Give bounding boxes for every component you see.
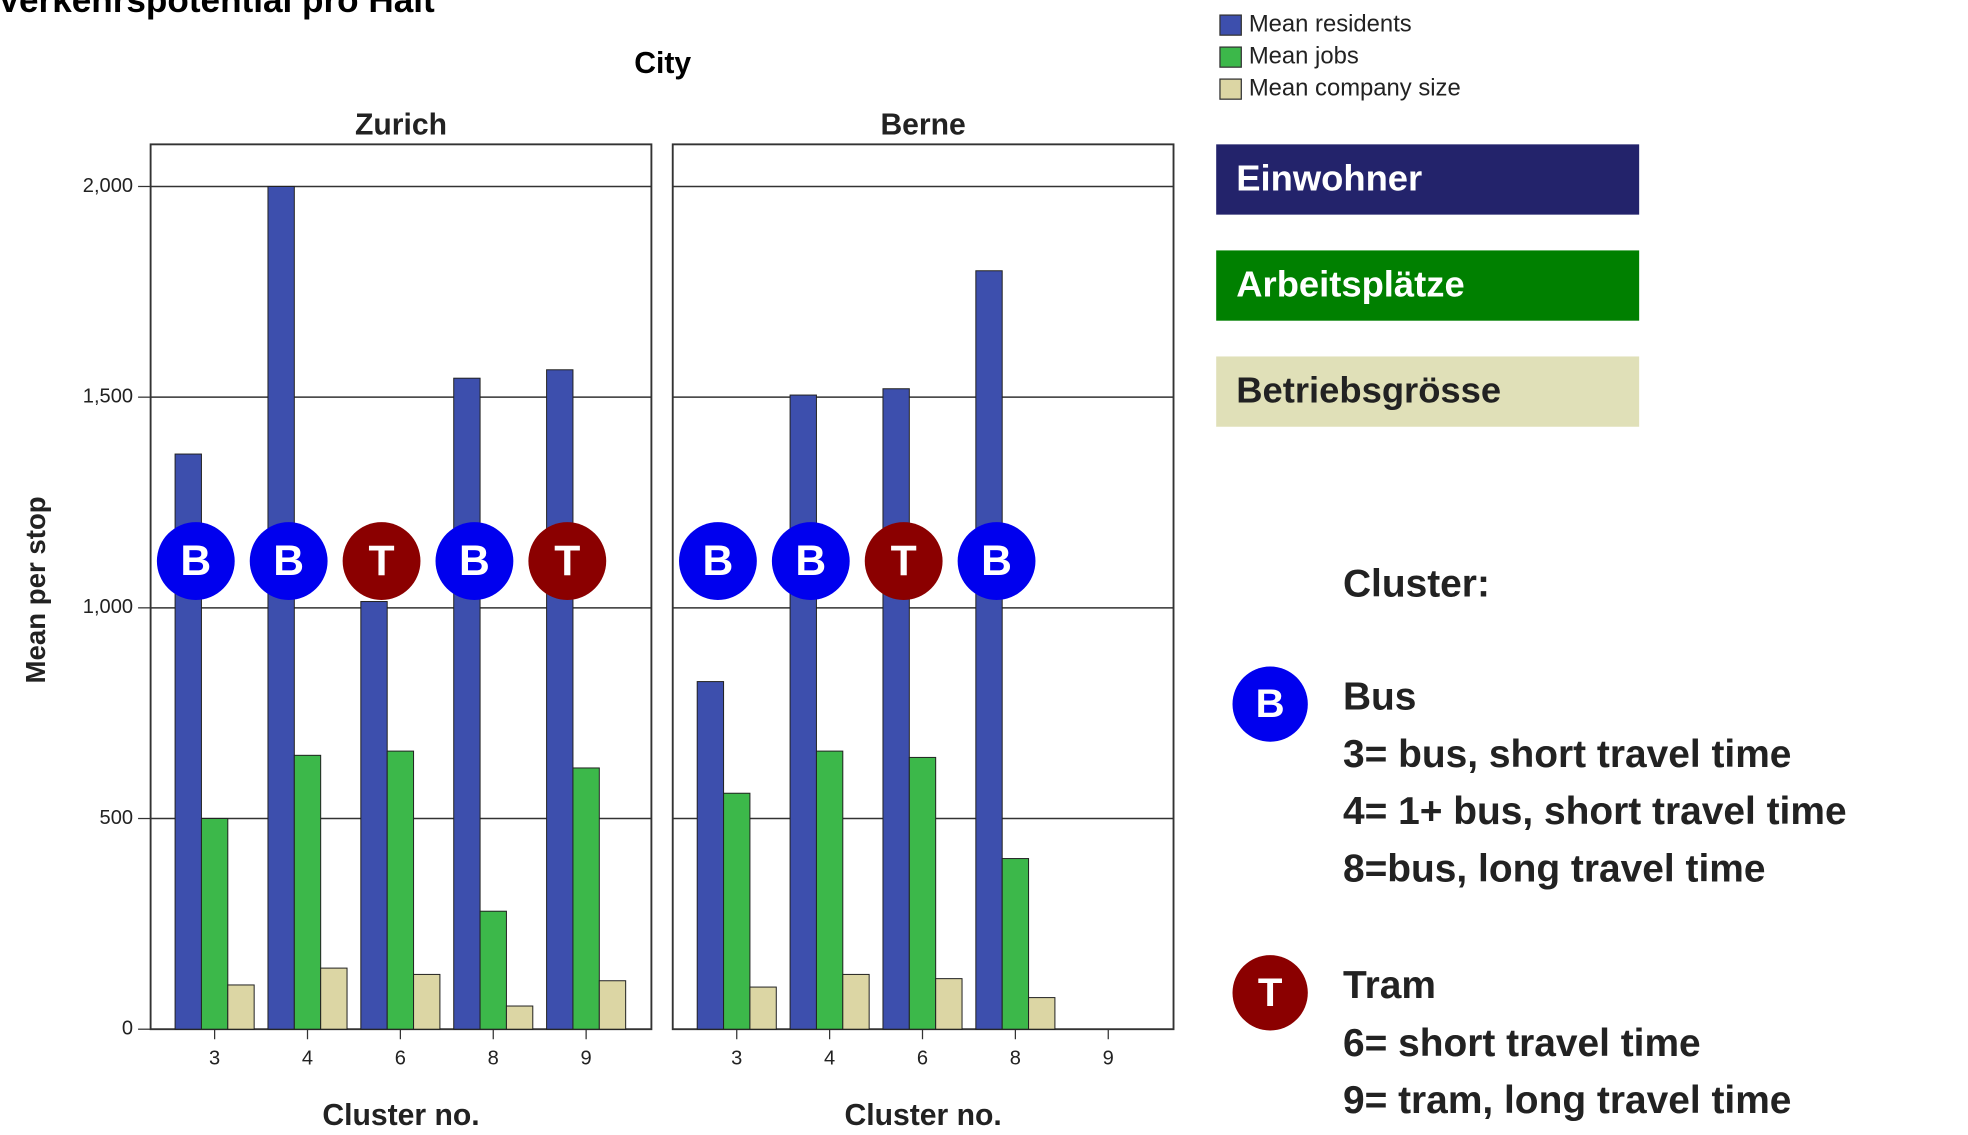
badge [435, 522, 514, 600]
x-tick-label: 8 [488, 1048, 499, 1070]
bar [1001, 858, 1030, 1030]
legend-swatch [1219, 78, 1242, 100]
page-title: Verkehrspotential pro Halt [0, 0, 435, 20]
bar [723, 792, 751, 1030]
bar [386, 750, 415, 1030]
legend-swatch [1219, 46, 1242, 68]
x-tick-label: 4 [824, 1048, 835, 1070]
y-tick-label: 0 [122, 1017, 133, 1039]
bar [789, 394, 817, 1030]
badge-label: B [459, 537, 490, 585]
cluster-line: 6= short travel time [1343, 1022, 1701, 1065]
badge [864, 522, 943, 600]
badge [528, 522, 607, 600]
cluster-line: 9= tram, long travel time [1343, 1079, 1791, 1122]
cluster-title: Cluster: [1343, 562, 1490, 605]
cluster-name: Tram [1343, 964, 1436, 1007]
y-axis-label: Mean per stop [20, 496, 51, 683]
badge-label: T [891, 537, 917, 585]
x-tick-label: 3 [209, 1048, 220, 1070]
y-tick-label: 1,500 [83, 385, 133, 407]
bar [200, 818, 229, 1030]
cluster-line: 3= bus, short travel time [1343, 733, 1791, 776]
badge [342, 522, 421, 600]
badge [249, 522, 328, 600]
cluster-line: 8=bus, long travel time [1343, 847, 1766, 890]
bar [546, 369, 574, 1030]
label-box [1216, 356, 1640, 427]
bar [293, 754, 322, 1030]
y-tick-label: 500 [100, 807, 134, 829]
x-tick-label: 6 [917, 1048, 928, 1070]
badge-label: B [273, 537, 304, 585]
x-tick-label: 3 [731, 1048, 742, 1070]
badge-label: B [703, 537, 734, 585]
bar [975, 270, 1003, 1030]
bar [1028, 997, 1056, 1030]
bar [842, 973, 870, 1030]
panel-title: Berne [880, 109, 965, 142]
bar [882, 388, 910, 1030]
x-tick-label: 6 [395, 1048, 406, 1070]
badge [771, 522, 850, 600]
bar [267, 185, 295, 1030]
y-tick-label: 2,000 [83, 175, 133, 197]
badge-label: T [1258, 970, 1283, 1015]
badge-label: B [180, 537, 211, 585]
bar [935, 978, 963, 1030]
legend-label: Mean company size [1249, 74, 1461, 101]
bar [413, 973, 441, 1030]
bar [505, 1005, 534, 1030]
legend-swatch [1219, 14, 1242, 36]
bar [572, 767, 600, 1030]
x-axis-label: Cluster no. [322, 1099, 479, 1130]
bar [453, 377, 481, 1030]
bar [815, 750, 844, 1030]
facet-title: City [634, 47, 691, 80]
bar [360, 601, 388, 1030]
bar [749, 986, 777, 1030]
cluster-line: 4= 1+ bus, short travel time [1343, 790, 1847, 833]
label-box-text: Arbeitsplätze [1236, 263, 1464, 304]
x-axis-label: Cluster no. [844, 1099, 1001, 1130]
bar [479, 910, 507, 1030]
x-tick-label: 9 [1103, 1048, 1114, 1070]
x-tick-label: 4 [302, 1048, 313, 1070]
bar [598, 980, 627, 1030]
label-box-text: Einwohner [1236, 157, 1422, 198]
cluster-name: Bus [1343, 675, 1416, 718]
badge-label: T [554, 537, 580, 585]
badge [156, 522, 235, 600]
badge [1232, 955, 1308, 1031]
badge-label: T [369, 537, 395, 585]
panel-title: Zurich [355, 109, 447, 142]
badge [679, 522, 757, 600]
badge-label: B [795, 537, 826, 585]
legend-label: Mean jobs [1249, 42, 1359, 69]
x-tick-label: 9 [581, 1048, 592, 1070]
bar [908, 756, 937, 1030]
x-tick-label: 8 [1010, 1048, 1021, 1070]
label-box [1216, 250, 1640, 321]
label-box [1216, 144, 1640, 215]
badge [1232, 666, 1308, 742]
badge-label: B [981, 537, 1012, 585]
bar [320, 967, 348, 1030]
legend-label: Mean residents [1249, 10, 1412, 37]
bar [227, 984, 255, 1030]
y-tick-label: 1,000 [83, 596, 133, 618]
badge [957, 522, 1036, 600]
bar [696, 681, 725, 1030]
badge-label: B [1256, 681, 1285, 726]
label-box-text: Betriebsgrösse [1236, 369, 1501, 410]
